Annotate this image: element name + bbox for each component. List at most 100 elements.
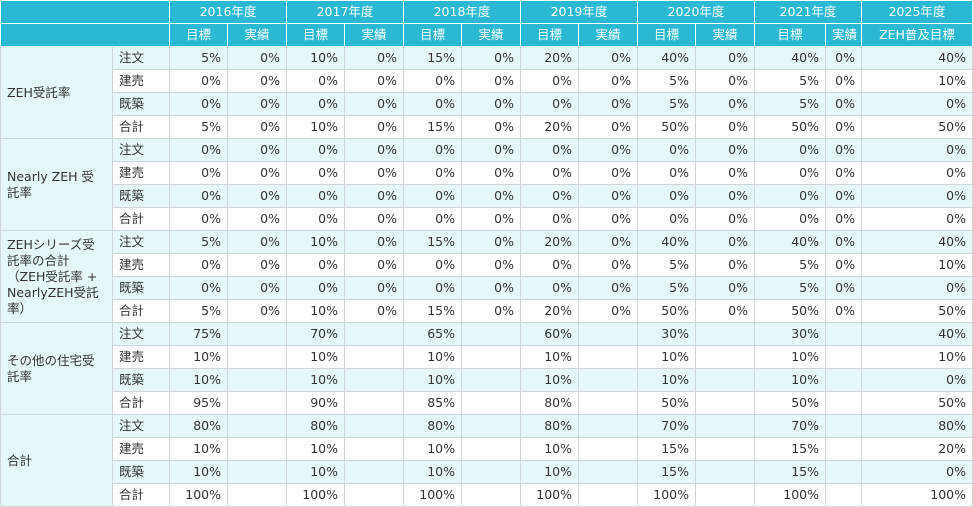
header-actual: 実績 bbox=[695, 23, 755, 47]
value-cell: 40% bbox=[861, 230, 973, 254]
value-cell bbox=[344, 414, 404, 438]
value-cell: 0% bbox=[461, 276, 521, 300]
value-cell: 0% bbox=[286, 184, 345, 208]
row-category: 合計 bbox=[112, 207, 170, 231]
value-cell: 0% bbox=[695, 92, 755, 116]
table-row: 既築 0% 0% 0% 0% 0% 0% 0% 0% 0% 0% 0% 0% 0% bbox=[1, 184, 973, 208]
value-cell: 0% bbox=[825, 69, 862, 93]
value-cell: 0% bbox=[169, 184, 228, 208]
row-category: 注文 bbox=[112, 322, 170, 346]
value-cell: 0% bbox=[637, 138, 696, 162]
value-cell: 100% bbox=[169, 483, 228, 507]
value-cell: 0% bbox=[861, 92, 973, 116]
value-cell bbox=[695, 368, 755, 392]
value-cell: 0% bbox=[227, 115, 287, 139]
value-cell: 0% bbox=[344, 207, 404, 231]
header-year: 2016年度 bbox=[169, 0, 287, 24]
value-cell: 0% bbox=[286, 276, 345, 300]
table-row: 建売 10% 10% 10% 10% 15% 15% 20% bbox=[1, 437, 973, 461]
value-cell: 100% bbox=[637, 483, 696, 507]
table-row: 建売 0% 0% 0% 0% 0% 0% 0% 0% 5% 0% 5% 0% 10% bbox=[1, 69, 973, 93]
value-cell: 10% bbox=[861, 69, 973, 93]
value-cell bbox=[227, 460, 287, 484]
value-cell: 0% bbox=[825, 92, 862, 116]
value-cell: 10% bbox=[861, 345, 973, 369]
value-cell: 50% bbox=[754, 391, 826, 415]
value-cell: 40% bbox=[861, 46, 973, 70]
value-cell: 0% bbox=[344, 92, 404, 116]
value-cell bbox=[461, 460, 521, 484]
value-cell: 80% bbox=[520, 414, 579, 438]
value-cell: 70% bbox=[637, 414, 696, 438]
value-cell: 0% bbox=[695, 299, 755, 323]
value-cell: 10% bbox=[169, 460, 228, 484]
row-category: 合計 bbox=[112, 483, 170, 507]
header-target: 目標 bbox=[637, 23, 696, 47]
value-cell: 10% bbox=[754, 368, 826, 392]
value-cell: 50% bbox=[754, 115, 826, 139]
value-cell: 100% bbox=[754, 483, 826, 507]
row-category: 注文 bbox=[112, 230, 170, 254]
header-year: 2018年度 bbox=[403, 0, 521, 24]
value-cell bbox=[578, 322, 638, 346]
value-cell: 0% bbox=[825, 230, 862, 254]
value-cell: 10% bbox=[169, 368, 228, 392]
header-year: 2021年度 bbox=[754, 0, 862, 24]
value-cell: 15% bbox=[403, 115, 462, 139]
value-cell: 80% bbox=[520, 391, 579, 415]
value-cell: 0% bbox=[520, 92, 579, 116]
value-cell: 0% bbox=[286, 253, 345, 277]
value-cell bbox=[695, 483, 755, 507]
value-cell: 0% bbox=[227, 69, 287, 93]
table-row: 合計 5% 0% 10% 0% 15% 0% 20% 0% 50% 0% 50% 0% 50% bbox=[1, 115, 973, 139]
value-cell: 0% bbox=[344, 46, 404, 70]
value-cell: 0% bbox=[520, 138, 579, 162]
value-cell bbox=[825, 368, 862, 392]
value-cell: 0% bbox=[578, 253, 638, 277]
value-cell: 80% bbox=[403, 414, 462, 438]
value-cell bbox=[695, 414, 755, 438]
value-cell: 0% bbox=[825, 115, 862, 139]
value-cell bbox=[825, 345, 862, 369]
value-cell: 0% bbox=[695, 230, 755, 254]
value-cell: 0% bbox=[286, 69, 345, 93]
value-cell: 0% bbox=[344, 253, 404, 277]
value-cell: 0% bbox=[754, 184, 826, 208]
value-cell bbox=[695, 437, 755, 461]
value-cell: 0% bbox=[578, 46, 638, 70]
value-cell: 10% bbox=[286, 46, 345, 70]
table-row: 合計 0% 0% 0% 0% 0% 0% 0% 0% 0% 0% 0% 0% 0% bbox=[1, 207, 973, 231]
value-cell: 0% bbox=[344, 276, 404, 300]
value-cell: 0% bbox=[286, 92, 345, 116]
header-actual: 実績 bbox=[461, 23, 521, 47]
value-cell bbox=[578, 460, 638, 484]
value-cell: 15% bbox=[403, 299, 462, 323]
value-cell: 0% bbox=[227, 46, 287, 70]
value-cell bbox=[825, 437, 862, 461]
value-cell: 0% bbox=[825, 46, 862, 70]
value-cell: 0% bbox=[403, 207, 462, 231]
value-cell: 0% bbox=[520, 184, 579, 208]
value-cell: 5% bbox=[754, 69, 826, 93]
value-cell: 0% bbox=[461, 69, 521, 93]
value-cell: 95% bbox=[169, 391, 228, 415]
value-cell: 10% bbox=[286, 460, 345, 484]
value-cell bbox=[695, 460, 755, 484]
value-cell: 50% bbox=[861, 299, 973, 323]
row-category: 合計 bbox=[112, 299, 170, 323]
value-cell bbox=[695, 391, 755, 415]
value-cell: 0% bbox=[461, 299, 521, 323]
value-cell: 0% bbox=[344, 184, 404, 208]
value-cell bbox=[825, 460, 862, 484]
value-cell bbox=[825, 322, 862, 346]
value-cell bbox=[695, 345, 755, 369]
value-cell: 5% bbox=[169, 230, 228, 254]
value-cell: 0% bbox=[578, 207, 638, 231]
value-cell: 0% bbox=[461, 138, 521, 162]
value-cell bbox=[461, 391, 521, 415]
value-cell: 100% bbox=[286, 483, 345, 507]
value-cell: 0% bbox=[227, 184, 287, 208]
value-cell bbox=[825, 414, 862, 438]
value-cell: 5% bbox=[637, 253, 696, 277]
